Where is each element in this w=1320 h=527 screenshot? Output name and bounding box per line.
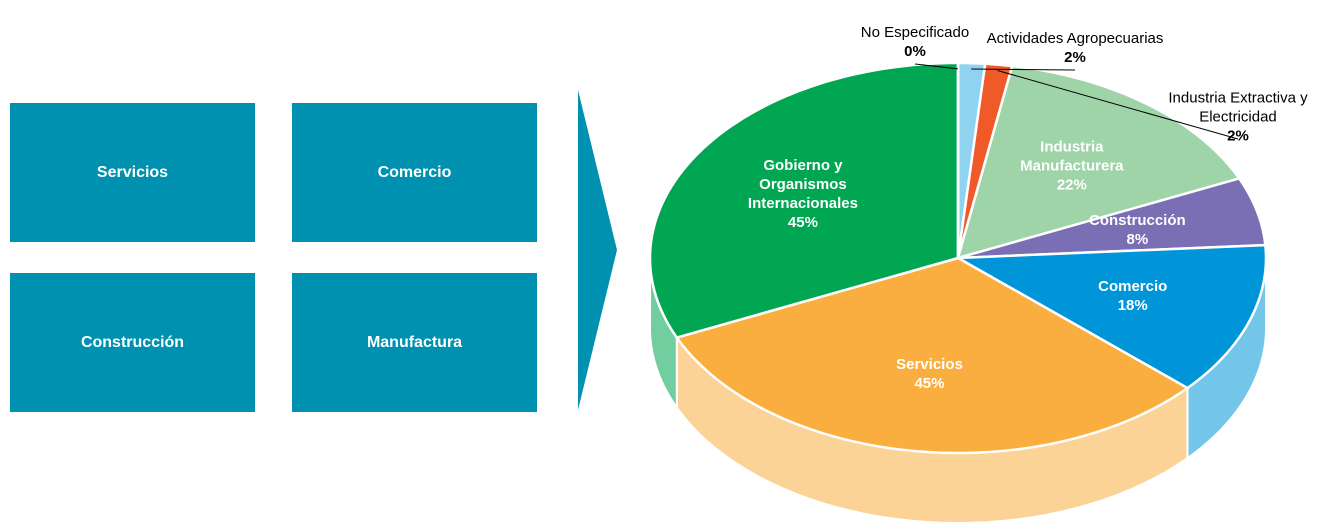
- slice-value: 0%: [904, 43, 926, 60]
- pie-slice: [956, 61, 987, 259]
- slice-name: Gobierno y Organismos Internacionales: [747, 157, 858, 213]
- slice-value: 18%: [1117, 297, 1148, 315]
- category-box: Manufactura: [292, 273, 537, 412]
- slice-value: 2%: [1064, 49, 1086, 66]
- slice-name: Industria Manufacturera: [1020, 138, 1124, 175]
- slice-label: Actividades Agropecuarias 2%: [975, 29, 1175, 67]
- category-box: Construcción: [10, 273, 255, 412]
- slice-name: Actividades Agropecuarias: [986, 30, 1164, 47]
- pie-side: [649, 257, 678, 411]
- slice-label: Servicios 45%: [854, 355, 1004, 393]
- slice-name: Industria Extractiva y Electricidad: [1168, 89, 1308, 126]
- slice-label: Construcción 8%: [1062, 211, 1212, 249]
- leader-line: [914, 63, 959, 70]
- slice-label: Comercio 18%: [1058, 277, 1208, 315]
- slice-value: 22%: [1056, 176, 1087, 194]
- slice-value: 45%: [914, 374, 945, 392]
- slice-label: No Especificado 0%: [815, 23, 1015, 61]
- slice-name: Construcción: [1089, 211, 1186, 229]
- category-box: Servicios: [10, 103, 255, 242]
- slice-value: 2%: [1227, 127, 1249, 145]
- slice-name: Servicios: [896, 355, 963, 373]
- slice-value: 8%: [1126, 230, 1149, 248]
- slice-label: Industria Extractiva y Electricidad 2%: [1138, 89, 1320, 146]
- slice-label: Gobierno y Organismos Internacionales 45%: [728, 156, 878, 232]
- slice-label: Industria Manufacturera 22%: [997, 137, 1147, 194]
- slice-value: 45%: [787, 214, 818, 232]
- arrow: [578, 90, 617, 410]
- slice-name: No Especificado: [860, 24, 970, 41]
- category-box: Comercio: [292, 103, 537, 242]
- leader-line: [971, 68, 1076, 71]
- slice-name: Comercio: [1098, 278, 1168, 296]
